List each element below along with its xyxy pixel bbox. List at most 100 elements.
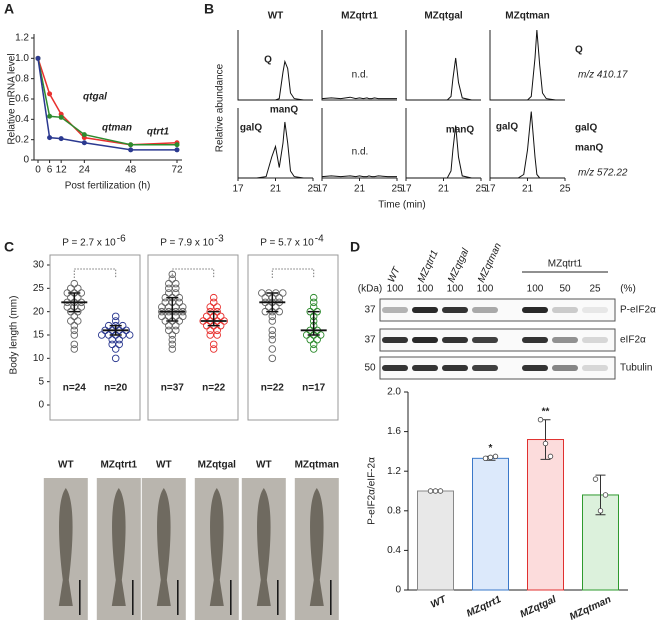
dot xyxy=(67,317,75,325)
row-sublabel: m/z 572.22 xyxy=(578,168,628,179)
dot xyxy=(77,303,86,311)
x-tick-label: 21 xyxy=(522,184,534,195)
dot xyxy=(70,331,79,339)
point xyxy=(81,140,87,146)
point xyxy=(81,132,87,138)
dot xyxy=(179,303,187,311)
dot xyxy=(111,317,120,325)
dot xyxy=(63,303,72,311)
dot xyxy=(309,303,318,311)
point xyxy=(47,91,53,97)
peak-label: manQ xyxy=(270,105,299,116)
row-name: Q xyxy=(575,45,583,56)
band xyxy=(552,365,578,371)
bracket xyxy=(73,268,117,278)
dot xyxy=(111,312,120,321)
p-value-exponent: -3 xyxy=(215,234,224,245)
dot xyxy=(268,335,277,344)
p-value-exponent: -4 xyxy=(315,234,324,245)
p-value-exponent: -6 xyxy=(117,234,126,245)
band xyxy=(522,365,548,371)
dot xyxy=(209,345,218,353)
lane-label: MZqtrt1 xyxy=(416,249,441,285)
row-label: eIF2α xyxy=(620,335,646,346)
dot xyxy=(115,335,123,344)
dot xyxy=(168,270,177,279)
point xyxy=(174,147,180,153)
dot xyxy=(168,331,177,339)
x-tick-label: 48 xyxy=(125,165,137,176)
group-label: WT xyxy=(156,460,172,471)
y-tick-label: 0.8 xyxy=(387,505,401,516)
lane-label: MZqtgal xyxy=(446,246,472,284)
y-tick-label: 30 xyxy=(33,260,45,271)
x-tick-label: 6 xyxy=(47,165,53,176)
panel-letter: A xyxy=(4,1,14,17)
dot xyxy=(309,345,318,353)
peak-label: n.d. xyxy=(352,147,369,158)
point xyxy=(427,488,434,494)
percent-label: 25 xyxy=(589,284,601,295)
bar xyxy=(472,457,509,591)
x-tick-label: 25 xyxy=(559,184,571,195)
blot-frame xyxy=(379,298,616,322)
panel-letter: C xyxy=(4,239,14,255)
row-label: Tubulin xyxy=(620,363,652,374)
percent-label: 100 xyxy=(447,284,464,295)
point xyxy=(47,135,53,141)
y-tick-label: 0 xyxy=(38,400,44,411)
trace xyxy=(321,175,397,178)
lane-label: WT xyxy=(386,265,403,285)
series-label: qtman xyxy=(102,123,132,134)
dot xyxy=(74,317,82,325)
y-tick-label: 0.6 xyxy=(15,94,29,105)
series-label: qtrt1 xyxy=(147,127,170,138)
dot xyxy=(172,284,180,293)
lane-label: MZqtman xyxy=(476,241,504,284)
dot xyxy=(279,289,287,297)
x-tick-label: 21 xyxy=(438,184,450,195)
x-tick-label: 17 xyxy=(316,184,328,195)
dot xyxy=(309,298,318,307)
dot xyxy=(67,284,75,293)
x-tick-label: 0 xyxy=(35,165,41,176)
y-tick-label: 1.2 xyxy=(387,466,401,477)
point xyxy=(487,454,494,461)
point xyxy=(537,417,544,423)
band xyxy=(552,307,578,313)
dot xyxy=(74,284,82,293)
dot xyxy=(213,331,221,339)
dot xyxy=(313,335,321,344)
p-value: P = 7.9 x 10 xyxy=(160,238,214,249)
marker-label: 50 xyxy=(364,363,376,374)
dot xyxy=(306,335,314,344)
group-label: MZqtrt1 xyxy=(548,259,583,270)
dot xyxy=(268,312,277,321)
y-tick-label: 10 xyxy=(33,353,45,364)
n-label: n=24 xyxy=(63,383,87,394)
trace xyxy=(406,57,481,101)
x-tick-label: MZqtrt1 xyxy=(465,594,503,620)
row-name: galQ xyxy=(575,123,597,134)
x-tick-label: 21 xyxy=(270,184,282,195)
y-tick-label: 0.4 xyxy=(15,114,29,125)
trace xyxy=(238,121,313,179)
panel-letter: D xyxy=(350,239,360,255)
dot xyxy=(213,303,221,311)
group-label: MZqtgal xyxy=(198,460,237,471)
y-tick-label: 1.2 xyxy=(15,33,29,44)
dot xyxy=(175,298,184,307)
band xyxy=(472,337,498,343)
dot xyxy=(168,335,177,344)
peak-label: galQ xyxy=(240,123,262,134)
band xyxy=(582,307,608,313)
point xyxy=(174,142,180,148)
band xyxy=(442,365,468,371)
dot xyxy=(125,331,134,339)
series-line xyxy=(37,58,177,146)
x-tick-label: 24 xyxy=(79,165,91,176)
dot xyxy=(258,289,266,297)
band xyxy=(382,365,408,371)
percent-label: 100 xyxy=(477,284,494,295)
